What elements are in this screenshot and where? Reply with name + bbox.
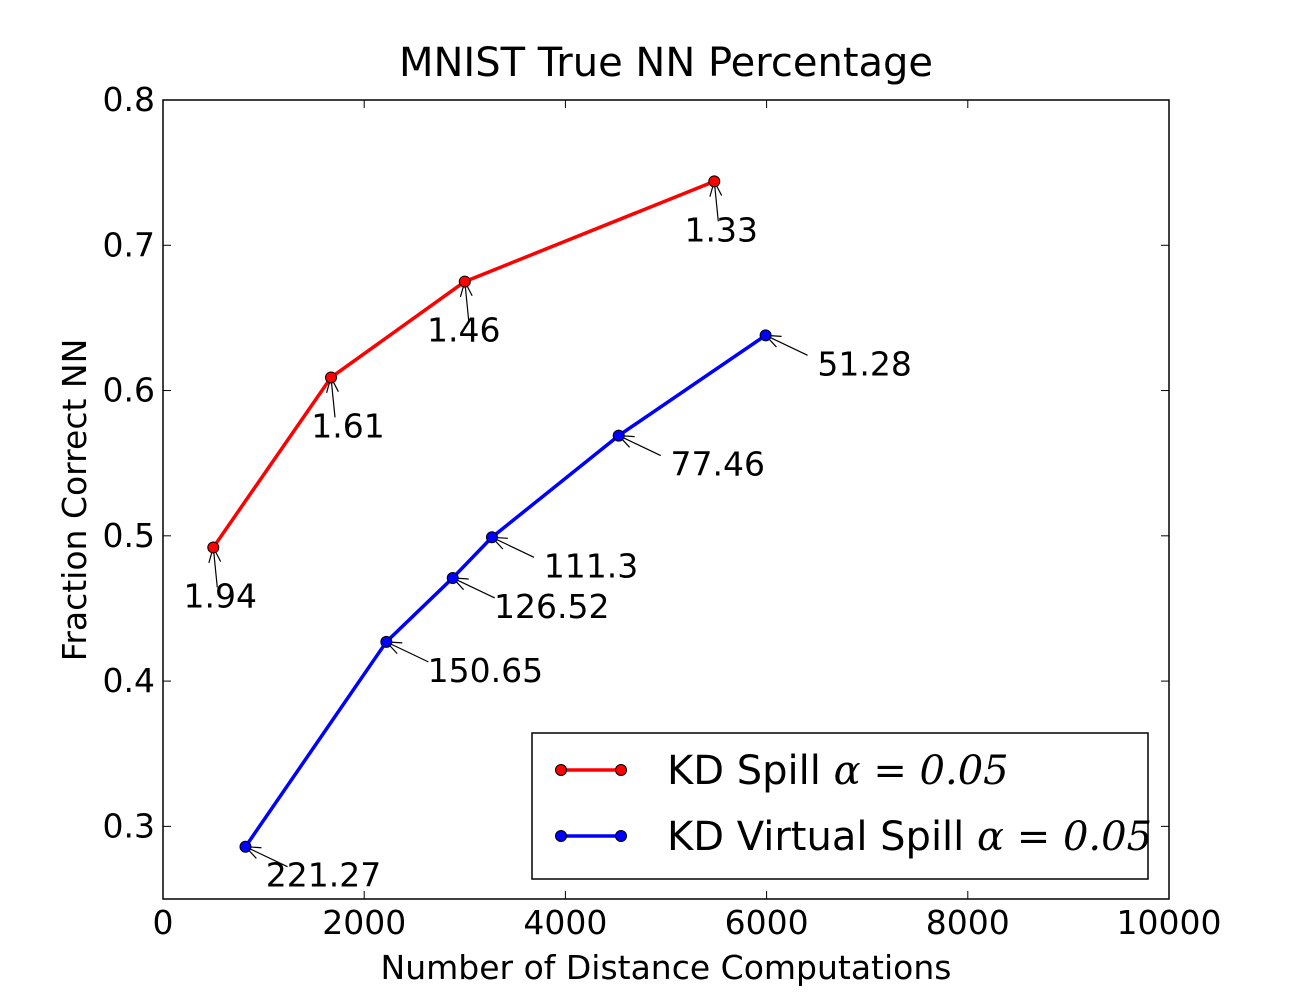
- y-tick-label: 0.7: [103, 225, 155, 264]
- annotation-label: 221.27: [266, 856, 381, 895]
- data-point-kd-virtual-spill: [612, 429, 625, 442]
- legend-label-kd-virtual-spill: KD Virtual Spill α = 0.05: [667, 814, 1152, 860]
- x-tick-label: 8000: [926, 903, 1010, 942]
- data-point-kd-spill: [207, 541, 220, 554]
- y-axis-label: Fraction Correct NN: [55, 339, 94, 662]
- annotation-label: 77.46: [670, 445, 764, 484]
- legend-entry-kd-spill: KD Spill α = 0.05: [555, 748, 1009, 794]
- annotation-label: 1.94: [184, 576, 257, 615]
- annotation-label: 126.52: [494, 587, 609, 626]
- annotation-label: 1.46: [427, 311, 500, 350]
- legend-name-kd-spill: KD Spill: [667, 748, 821, 794]
- annotation-arrow: [765, 334, 808, 356]
- annotation-arrow: [713, 181, 719, 222]
- annotation-arrow: [452, 577, 495, 599]
- legend-entry-kd-virtual-spill: KD Virtual Spill α = 0.05: [555, 814, 1152, 860]
- legend: KD Spill α = 0.05 KD Virtual Spill α = 0…: [531, 732, 1152, 880]
- x-axis-label: Number of Distance Computations: [381, 948, 952, 987]
- annotation-arrow: [618, 435, 661, 457]
- plot-frame: [162, 99, 1170, 900]
- data-point-kd-virtual-spill: [446, 571, 459, 584]
- data-point-kd-virtual-spill: [380, 635, 393, 648]
- annotation-label: 111.3: [544, 546, 638, 585]
- annotation-arrow: [386, 641, 429, 663]
- annotation-arrow: [491, 536, 535, 558]
- x-tick-label: 6000: [725, 903, 809, 942]
- chart-title: MNIST True NN Percentage: [399, 40, 933, 86]
- data-point-kd-virtual-spill: [759, 329, 772, 342]
- legend-marker-kd-virtual-spill: [615, 830, 627, 842]
- legend-math-kd-spill: α = 0.05: [834, 748, 1009, 794]
- data-point-kd-spill: [708, 175, 721, 188]
- x-tick-label: 10000: [1117, 903, 1222, 942]
- legend-marker-kd-virtual-spill: [555, 830, 567, 842]
- data-point-kd-spill: [458, 275, 471, 288]
- legend-box: [531, 732, 1149, 880]
- data-point-kd-spill: [325, 371, 338, 384]
- annotation-label: 150.65: [428, 651, 543, 690]
- series-line-kd-spill: [211, 179, 715, 549]
- legend-marker-kd-spill: [615, 764, 627, 776]
- legend-label-kd-spill: KD Spill α = 0.05: [667, 748, 1009, 794]
- legend-math-kd-virtual-spill: α = 0.05: [977, 814, 1152, 860]
- x-tick-label: 2000: [322, 903, 406, 942]
- y-tick-label: 0.3: [103, 806, 155, 845]
- y-tick-label: 0.8: [103, 80, 155, 119]
- annotation-label: 1.33: [685, 210, 758, 249]
- series-line-kd-virtual-spill: [244, 333, 767, 848]
- y-tick-label: 0.5: [103, 516, 155, 555]
- annotation-arrow: [464, 281, 470, 322]
- legend-marker-kd-spill: [555, 764, 567, 776]
- y-tick-label: 0.6: [103, 371, 155, 410]
- annotation-label: 51.28: [817, 344, 911, 383]
- y-tick-label: 0.4: [103, 661, 155, 700]
- annotation-arrow: [245, 846, 288, 868]
- data-point-kd-virtual-spill: [239, 840, 252, 853]
- annotation-arrow: [330, 377, 336, 418]
- annotation-label: 1.61: [311, 406, 384, 445]
- annotation-arrow: [212, 547, 218, 588]
- x-tick-label: 4000: [523, 903, 607, 942]
- x-tick-label: 0: [153, 903, 174, 942]
- data-point-kd-virtual-spill: [485, 531, 498, 544]
- legend-name-kd-virtual-spill: KD Virtual Spill: [667, 814, 964, 860]
